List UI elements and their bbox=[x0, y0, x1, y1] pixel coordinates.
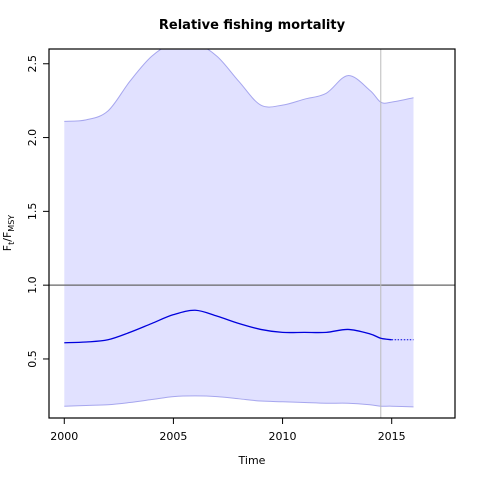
confidence-band-upper-edge bbox=[64, 49, 414, 122]
y-axis-label-sub2: MSY bbox=[7, 215, 16, 232]
x-tick-label: 2005 bbox=[159, 430, 187, 443]
confidence-band-lower-edge bbox=[64, 395, 414, 408]
chart-title: Relative fishing mortality bbox=[159, 18, 346, 33]
y-tick-label: 2.0 bbox=[26, 129, 39, 147]
y-tick-label: 0.5 bbox=[26, 350, 39, 368]
y-axis-label-sub1: t bbox=[7, 242, 16, 245]
y-tick-label: 2.5 bbox=[26, 55, 39, 72]
plot-frame bbox=[48, 48, 456, 419]
confidence-band bbox=[64, 49, 414, 407]
y-axis-label-sep: /F bbox=[1, 232, 14, 242]
x-tick-label: 2015 bbox=[378, 430, 406, 443]
x-tick-label: 2000 bbox=[50, 430, 78, 443]
y-tick-label: 1.0 bbox=[26, 276, 39, 294]
y-axis-label-main: F bbox=[1, 245, 14, 251]
y-tick-label: 1.5 bbox=[26, 203, 39, 221]
x-axis: 2000 2005 2010 2015 bbox=[50, 418, 406, 443]
plot-area bbox=[49, 49, 455, 418]
x-axis-label: Time bbox=[238, 454, 266, 467]
y-axis: 0.5 1.0 1.5 2.0 2.5 bbox=[26, 55, 49, 368]
estimate-line bbox=[64, 309, 392, 344]
x-tick-label: 2010 bbox=[269, 430, 297, 443]
y-axis-label: Ft/FMSY bbox=[1, 215, 16, 251]
